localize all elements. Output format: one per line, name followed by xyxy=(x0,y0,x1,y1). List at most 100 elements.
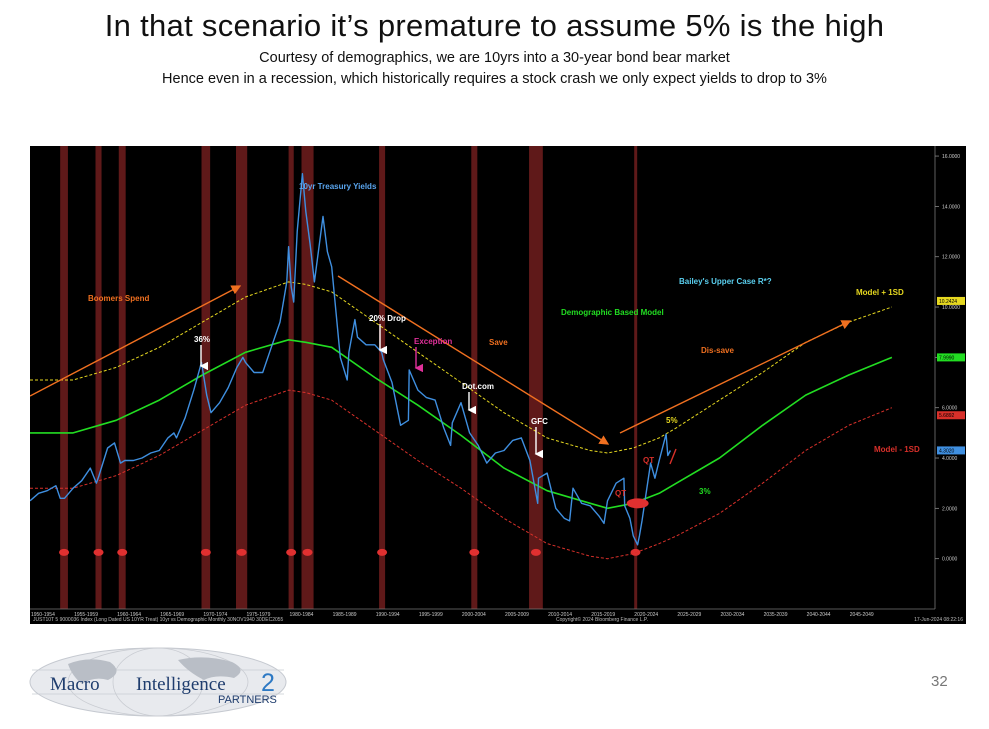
x-tick-label: 2015-2019 xyxy=(591,612,615,618)
annotation-3pct: 3% xyxy=(699,487,711,496)
x-tick-label: 2035-2039 xyxy=(764,612,788,618)
footer-center: Copyright© 2024 Bloomberg Finance L.P. xyxy=(556,616,648,623)
recession-marker-6 xyxy=(302,548,313,556)
last-value-label: 10.2424 xyxy=(939,299,957,305)
annotation-boomers: Boomers Spend xyxy=(88,294,149,303)
x-tick-label: 1950-1954 xyxy=(31,612,55,618)
x-tick-label: 2020-2024 xyxy=(634,612,658,618)
slide-title: In that scenario it’s premature to assum… xyxy=(104,8,885,43)
y-tick-label: 12.0000 xyxy=(942,255,960,261)
pointer-qt xyxy=(669,448,677,465)
y-tick-label: 4.0000 xyxy=(942,456,958,462)
logo-word-partners: PARTNERS xyxy=(218,694,277,706)
x-tick-label: 1965-1969 xyxy=(160,612,184,618)
series-line-demographic-based-model xyxy=(30,339,893,510)
logo-word-intelligence: Intelligence xyxy=(136,674,226,695)
annotation-36pct: 36% xyxy=(194,335,210,344)
x-tick-label: 1985-1989 xyxy=(333,612,357,618)
chart-svg: 16.000014.000012.000010.00008.00006.0000… xyxy=(30,146,965,623)
axes: 16.000014.000012.000010.00008.00006.0000… xyxy=(30,146,965,618)
logo-landmass xyxy=(68,657,241,684)
annotation-qt-2: QT xyxy=(615,489,626,498)
recession-band-4 xyxy=(235,146,248,609)
series-lines xyxy=(30,173,893,560)
footer-text: JUST10T 5 9000036 Index (Long Dated US 1… xyxy=(33,616,963,623)
annotations: 10yr Treasury Yields Boomers Spend 36% 2… xyxy=(88,182,920,498)
recession-marker-8 xyxy=(469,548,480,556)
yield-chart: 16.000014.000012.000010.00008.00006.0000… xyxy=(30,146,966,624)
recession-band-9 xyxy=(529,146,543,609)
trend-arrows xyxy=(30,275,852,445)
annotation-model-minus: Model - 1SD xyxy=(874,445,920,454)
recession-band-6 xyxy=(301,146,314,609)
annotation-demographic-model: Demographic Based Model xyxy=(561,308,664,317)
logo-word-macro: Macro xyxy=(50,674,100,695)
trend-arrow-save xyxy=(337,275,610,445)
last-value-box-3 xyxy=(937,446,965,455)
y-tick-label: 0.0000 xyxy=(942,557,958,563)
y-tick-label: 6.0000 xyxy=(942,406,958,412)
x-tick-label: 2045-2049 xyxy=(850,612,874,618)
recession-band-10 xyxy=(634,146,638,609)
recession-marker-5 xyxy=(286,548,297,556)
annotation-treasury: 10yr Treasury Yields xyxy=(299,182,377,191)
x-tick-label: 2000-2004 xyxy=(462,612,486,618)
company-logo: Macro Intelligence 2 PARTNERS xyxy=(28,646,293,724)
annotation-qt-1: QT xyxy=(643,456,654,465)
last-value-box-1 xyxy=(937,353,965,362)
trend-arrow-dissave xyxy=(619,320,852,434)
last-value-label: 5.6892 xyxy=(939,413,955,419)
recession-band-7 xyxy=(379,146,386,609)
recession-marker-7 xyxy=(377,548,388,556)
y-tick-label: 14.0000 xyxy=(942,204,960,210)
recession-marker-4 xyxy=(236,548,247,556)
recession-band-5 xyxy=(288,146,294,609)
slide-subtitle: Courtesy of demographics, we are 10yrs i… xyxy=(259,50,730,66)
y-tick-label: 10.0000 xyxy=(942,305,960,311)
annotation-20pct-drop: 20% Drop xyxy=(369,314,406,323)
x-tick-label: 2040-2044 xyxy=(807,612,831,618)
x-tick-label: 2030-2034 xyxy=(720,612,744,618)
series-line-model-1sd xyxy=(30,389,893,560)
annotation-exception: Exception xyxy=(414,337,452,346)
x-tick-label: 1975-1979 xyxy=(246,612,270,618)
annotation-dissave: Dis-save xyxy=(701,346,734,355)
series-line-10yr-treasury-yields xyxy=(30,173,672,546)
recession-band-8 xyxy=(471,146,478,609)
x-tick-label: 1970-1974 xyxy=(203,612,227,618)
last-value-label: 7.9990 xyxy=(939,355,955,361)
recession-marker-2 xyxy=(117,548,128,556)
last-value-label: 4.3020 xyxy=(939,448,955,454)
page-number: 32 xyxy=(931,673,948,690)
recession-band-2 xyxy=(118,146,126,609)
annotation-model-plus: Model + 1SD xyxy=(856,288,904,297)
x-tick-label: 1980-1984 xyxy=(290,612,314,618)
last-value-box-0 xyxy=(937,296,965,305)
logo-graphic: Macro Intelligence 2 PARTNERS xyxy=(29,647,287,717)
x-tick-label: 1960-1964 xyxy=(117,612,141,618)
annotation-5pct: 5% xyxy=(666,416,678,425)
footer-left: JUST10T 5 9000036 Index (Long Dated US 1… xyxy=(33,617,284,623)
x-tick-label: 2005-2009 xyxy=(505,612,529,618)
logo-number: 2 xyxy=(261,669,275,697)
x-tick-label: 2025-2029 xyxy=(677,612,701,618)
recession-band-1 xyxy=(95,146,102,609)
recession-band-3 xyxy=(201,146,211,609)
recession-marker-9 xyxy=(530,548,541,556)
recession-bands xyxy=(59,146,641,609)
recession-marker-3 xyxy=(200,548,211,556)
series-line-model-1sd xyxy=(30,281,893,454)
slide-subtitle-2: Hence even in a recession, which histori… xyxy=(162,71,827,87)
pointer-arrows xyxy=(199,324,677,509)
y-tick-label: 2.0000 xyxy=(942,506,958,512)
qt-marker xyxy=(626,498,649,509)
last-value-box-2 xyxy=(937,411,965,420)
trend-arrow-boomers xyxy=(30,285,242,397)
x-tick-label: 1990-1994 xyxy=(376,612,400,618)
annotation-gfc: GFC xyxy=(531,417,548,426)
annotation-bailey: Bailey's Upper Case R*? xyxy=(679,277,772,286)
annotation-save: Save xyxy=(489,338,508,347)
x-tick-label: 1955-1959 xyxy=(74,612,98,618)
x-tick-label: 2010-2014 xyxy=(548,612,572,618)
y-tick-label: 16.0000 xyxy=(942,154,960,160)
